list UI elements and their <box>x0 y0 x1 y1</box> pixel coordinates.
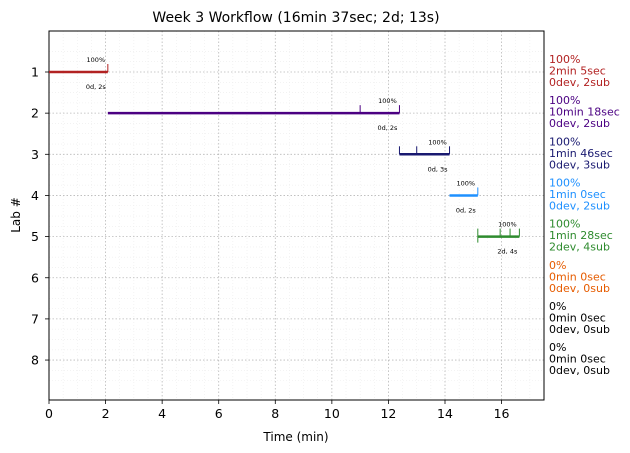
x-tick-label: 10 <box>324 406 340 421</box>
y-tick-label: 2 <box>31 106 39 121</box>
y-tick-label: 7 <box>31 311 39 326</box>
lab-8-summary-line: 0% <box>549 341 566 354</box>
lab-1-summary-line: 0dev, 2sub <box>549 76 610 89</box>
lab-2-summary-line: 0dev, 2sub <box>549 117 610 130</box>
plot-frame <box>48 30 545 401</box>
lab-3-percent-label: 100% <box>428 138 447 146</box>
x-tick-label: 8 <box>271 406 279 421</box>
grid-layer <box>48 31 544 400</box>
chart-title: Week 3 Workflow (16min 37sec; 2d; 13s) <box>152 10 439 26</box>
y-tick-label: 5 <box>31 229 39 244</box>
lab-8-summary-line: 0min 0sec <box>549 353 606 366</box>
x-tick-label: 4 <box>158 406 166 421</box>
y-tick-label: 6 <box>31 270 39 285</box>
lab-3-summary-line: 100% <box>549 135 580 148</box>
lab-4-summary-line: 100% <box>549 176 580 189</box>
lab-8-summary-line: 0dev, 0sub <box>549 364 610 377</box>
lab-2-detail-label: 0d, 2s <box>377 124 398 132</box>
lab-2-percent-label: 100% <box>378 97 397 105</box>
lab-2-summary-line: 10min 18sec <box>549 106 620 119</box>
lab-6-summary-line: 0dev, 0sub <box>549 282 610 295</box>
lab-4-percent-label: 100% <box>457 179 476 187</box>
lab-7-summary-line: 0dev, 0sub <box>549 323 610 336</box>
x-axis-label: Time (min) <box>262 430 328 444</box>
lab-1-percent-label: 100% <box>87 56 106 64</box>
lab-6-summary-line: 0min 0sec <box>549 270 606 283</box>
lab-7-summary-line: 0% <box>549 300 566 313</box>
y-axis-label: Lab # <box>9 197 23 233</box>
lab-3-summary-line: 0dev, 3sub <box>549 158 610 171</box>
lab-4-detail-label: 0d, 2s <box>456 206 477 214</box>
lab-1-summary-line: 2min 5sec <box>549 65 606 78</box>
lab-5-summary-line: 2dev, 4sub <box>549 241 610 254</box>
x-tick-label: 16 <box>494 406 510 421</box>
lab-1-summary-line: 100% <box>549 53 580 66</box>
lab-1-detail-label: 0d, 2s <box>86 83 107 91</box>
x-tick-label: 12 <box>380 406 396 421</box>
y-tick-label: 3 <box>31 147 39 162</box>
x-tick-label: 2 <box>102 406 110 421</box>
lab-5-summary-line: 1min 28sec <box>549 229 613 242</box>
x-tick-label: 0 <box>45 406 53 421</box>
y-tick-label: 4 <box>31 188 39 203</box>
lab-3-detail-label: 0d, 3s <box>428 165 449 173</box>
lab-2-summary-line: 100% <box>549 94 580 107</box>
marks-layer: 100% 0d, 2s 100% 0d, 2s 100% 0d, 3s 100% 0d, 2s… <box>49 56 520 256</box>
lab-7-summary-line: 0min 0sec <box>549 311 606 324</box>
lab-4-summary-line: 1min 0sec <box>549 188 606 201</box>
x-tick-label: 6 <box>215 406 223 421</box>
y-tick-label: 8 <box>31 353 39 368</box>
lab-6-summary-line: 0% <box>549 259 566 272</box>
x-tick-label: 14 <box>437 406 453 421</box>
y-tick-label: 1 <box>31 65 39 80</box>
lab-3-summary-line: 1min 46sec <box>549 147 613 160</box>
lab-5-percent-label: 100% <box>498 221 517 229</box>
lab-5-summary-line: 100% <box>549 218 580 231</box>
lab-4-summary-line: 0dev, 2sub <box>549 199 610 212</box>
lab-5-detail-label: 2d, 4s <box>497 248 518 256</box>
